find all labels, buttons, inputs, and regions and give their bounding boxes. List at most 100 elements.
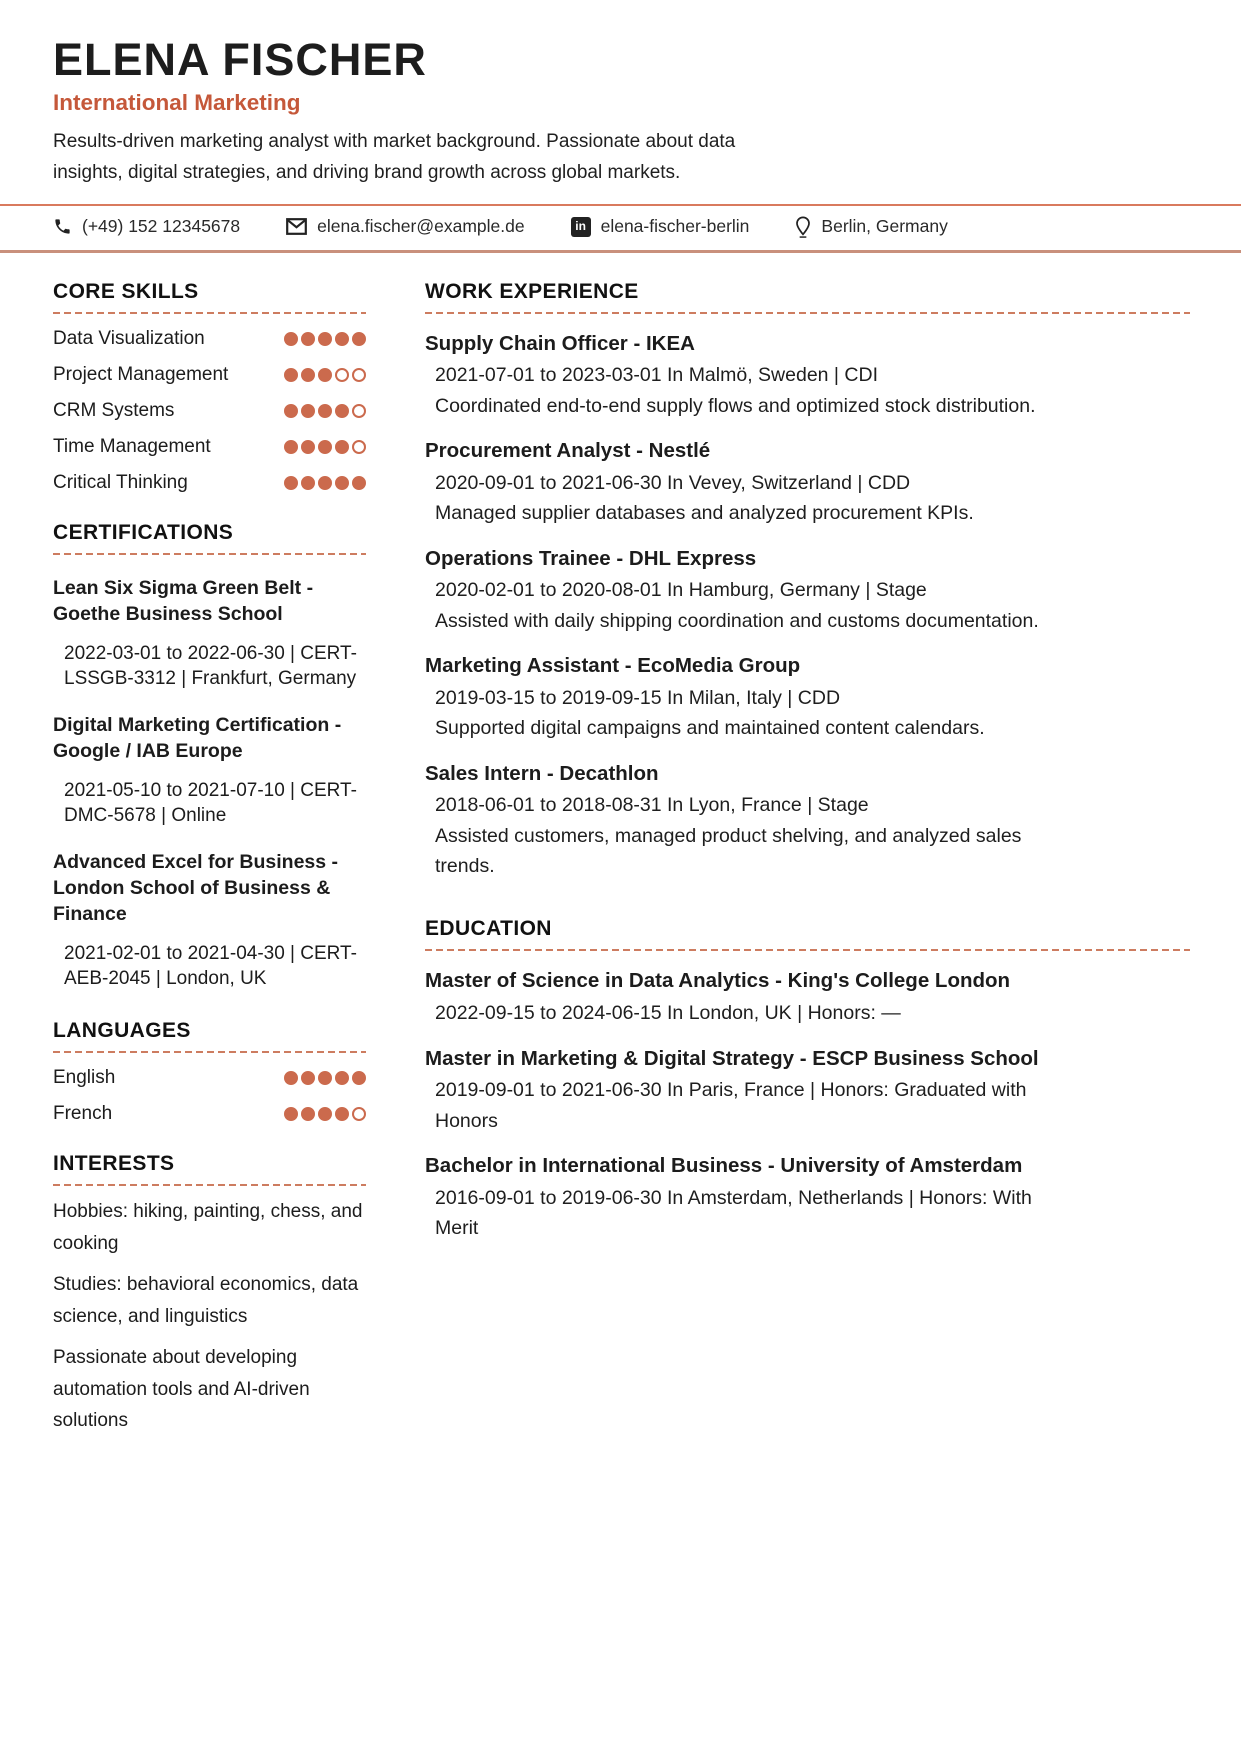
interest-line: Passionate about developing automation t… <box>53 1347 310 1432</box>
contact-email-text: elena.fischer@example.de <box>317 216 525 237</box>
rating-dot-empty <box>352 367 366 382</box>
rating-dot-filled <box>318 331 332 346</box>
work-title: Procurement Analyst - Nestlé <box>425 439 711 463</box>
rating-dot-filled <box>335 1071 349 1086</box>
rating-dot-filled <box>284 439 298 454</box>
certification-item: Digital Marketing Certification - Google… <box>53 713 366 829</box>
rating-dot-filled <box>335 331 349 346</box>
rating-dot-empty <box>352 1107 366 1122</box>
rating-dot-empty <box>335 367 349 382</box>
section-underline <box>425 949 1190 952</box>
rating-dot-filled <box>352 331 366 346</box>
skill-label: Critical Thinking <box>53 471 188 493</box>
rating-dot-filled <box>335 439 349 454</box>
work-meta: 2020-02-01 to 2020-08-01 In Hamburg, Ger… <box>435 579 927 602</box>
certification-details: 2021-02-01 to 2021-04-30 | CERT-AEB-2045… <box>64 942 357 990</box>
rating-dot-filled <box>352 1071 366 1086</box>
work-item: Marketing Assistant - EcoMedia Group 201… <box>425 653 1190 743</box>
work-title: Sales Intern - Decathlon <box>425 761 659 785</box>
main-column: WORK EXPERIENCE Supply Chain Officer - I… <box>425 280 1190 1464</box>
rating-dot-filled <box>301 331 315 346</box>
rating-dot-empty <box>352 403 366 418</box>
work-title: Supply Chain Officer - IKEA <box>425 331 695 355</box>
rating-dot-filled <box>335 475 349 490</box>
location-icon <box>795 216 811 238</box>
phone-icon <box>53 217 72 236</box>
work-experience-heading: WORK EXPERIENCE <box>425 279 639 303</box>
rating-dot-filled <box>318 475 332 490</box>
skill-row: Data Visualization <box>53 328 366 350</box>
interest-line: Studies: behavioral economics, data scie… <box>53 1274 359 1327</box>
certification-details: 2022-03-01 to 2022-06-30 | CERT-LSSGB-33… <box>64 642 357 690</box>
skill-rating <box>284 439 366 454</box>
candidate-name: ELENA FISCHER <box>53 34 427 85</box>
section-underline <box>53 1184 366 1187</box>
certification-title: Advanced Excel for Business - London Sch… <box>53 851 339 925</box>
work-description: Assisted customers, managed product shel… <box>435 824 1022 878</box>
education-item: Bachelor in International Business - Uni… <box>425 1153 1190 1243</box>
skill-label: Time Management <box>53 435 211 457</box>
email-icon <box>286 218 308 236</box>
work-meta: 2021-07-01 to 2023-03-01 In Malmö, Swede… <box>435 364 878 387</box>
work-description: Managed supplier databases and analyzed … <box>435 502 974 525</box>
work-description: Supported digital campaigns and maintain… <box>435 717 985 740</box>
language-row: English <box>53 1067 366 1089</box>
rating-dot-filled <box>318 1071 332 1086</box>
certification-item: Lean Six Sigma Green Belt - Goethe Busin… <box>53 576 366 692</box>
skill-row: Critical Thinking <box>53 472 366 494</box>
rating-dot-filled <box>301 1071 315 1086</box>
work-item: Sales Intern - Decathlon 2018-06-01 to 2… <box>425 761 1190 882</box>
rating-dot-filled <box>318 403 332 418</box>
skill-row: CRM Systems <box>53 400 366 422</box>
contact-divider <box>0 249 1241 253</box>
sidebar: CORE SKILLS Data Visualization Project M… <box>53 280 366 1464</box>
skill-label: CRM Systems <box>53 399 175 421</box>
work-meta: 2020-09-01 to 2021-06-30 In Vevey, Switz… <box>435 471 911 494</box>
rating-dot-filled <box>284 331 298 346</box>
education-heading: EDUCATION <box>425 917 552 941</box>
skill-row: Time Management <box>53 436 366 458</box>
certification-item: Advanced Excel for Business - London Sch… <box>53 850 366 992</box>
education-meta: 2022-09-15 to 2024-06-15 In London, UK |… <box>435 1002 901 1025</box>
education-meta: 2016-09-01 to 2019-06-30 In Amsterdam, N… <box>435 1186 1032 1239</box>
section-core-skills: CORE SKILLS Data Visualization Project M… <box>53 280 366 494</box>
rating-dot-filled <box>318 1107 332 1122</box>
section-education: EDUCATION Master of Science in Data Anal… <box>425 917 1190 1243</box>
education-item: Master in Marketing & Digital Strategy -… <box>425 1046 1190 1136</box>
contact-location: Berlin, Germany <box>795 216 948 238</box>
education-title: Master of Science in Data Analytics - Ki… <box>425 969 1011 993</box>
certification-title: Lean Six Sigma Green Belt - Goethe Busin… <box>53 576 314 625</box>
section-interests: INTERESTS Hobbies: hiking, painting, che… <box>53 1152 366 1437</box>
rating-dot-filled <box>284 475 298 490</box>
work-item: Operations Trainee - DHL Express 2020-02… <box>425 546 1190 636</box>
header-divider <box>0 203 1241 206</box>
work-title: Marketing Assistant - EcoMedia Group <box>425 654 801 678</box>
language-label: English <box>53 1067 116 1089</box>
work-description: Coordinated end-to-end supply flows and … <box>435 394 1036 417</box>
interests-heading: INTERESTS <box>53 1152 175 1176</box>
education-title: Bachelor in International Business - Uni… <box>425 1153 1023 1177</box>
skill-rating <box>284 367 366 382</box>
interest-line: Hobbies: hiking, painting, chess, and co… <box>53 1201 363 1254</box>
work-meta: 2019-03-15 to 2019-09-15 In Milan, Italy… <box>435 686 841 709</box>
rating-dot-filled <box>335 1107 349 1122</box>
education-meta: 2019-09-01 to 2021-06-30 In Paris, Franc… <box>435 1079 1027 1132</box>
rating-dot-filled <box>318 439 332 454</box>
language-label: French <box>53 1103 113 1125</box>
rating-dot-filled <box>284 403 298 418</box>
candidate-job-title: International Marketing <box>53 90 301 116</box>
rating-dot-filled <box>301 403 315 418</box>
education-item: Master of Science in Data Analytics - Ki… <box>425 968 1190 1028</box>
contact-linkedin-text: elena-fischer-berlin <box>600 216 750 237</box>
rating-dot-filled <box>352 475 366 490</box>
contact-linkedin: in elena-fischer-berlin <box>570 216 750 237</box>
section-languages: LANGUAGES English French <box>53 1019 366 1125</box>
section-underline <box>53 552 366 555</box>
linkedin-icon: in <box>570 216 591 237</box>
work-item: Procurement Analyst - Nestlé 2020-09-01 … <box>425 438 1190 528</box>
language-rating <box>284 1107 366 1122</box>
language-row: French <box>53 1103 366 1125</box>
core-skills-heading: CORE SKILLS <box>53 279 199 303</box>
work-description: Assisted with daily shipping coordinatio… <box>435 609 1039 632</box>
section-certifications: CERTIFICATIONS Lean Six Sigma Green Belt… <box>53 521 366 992</box>
